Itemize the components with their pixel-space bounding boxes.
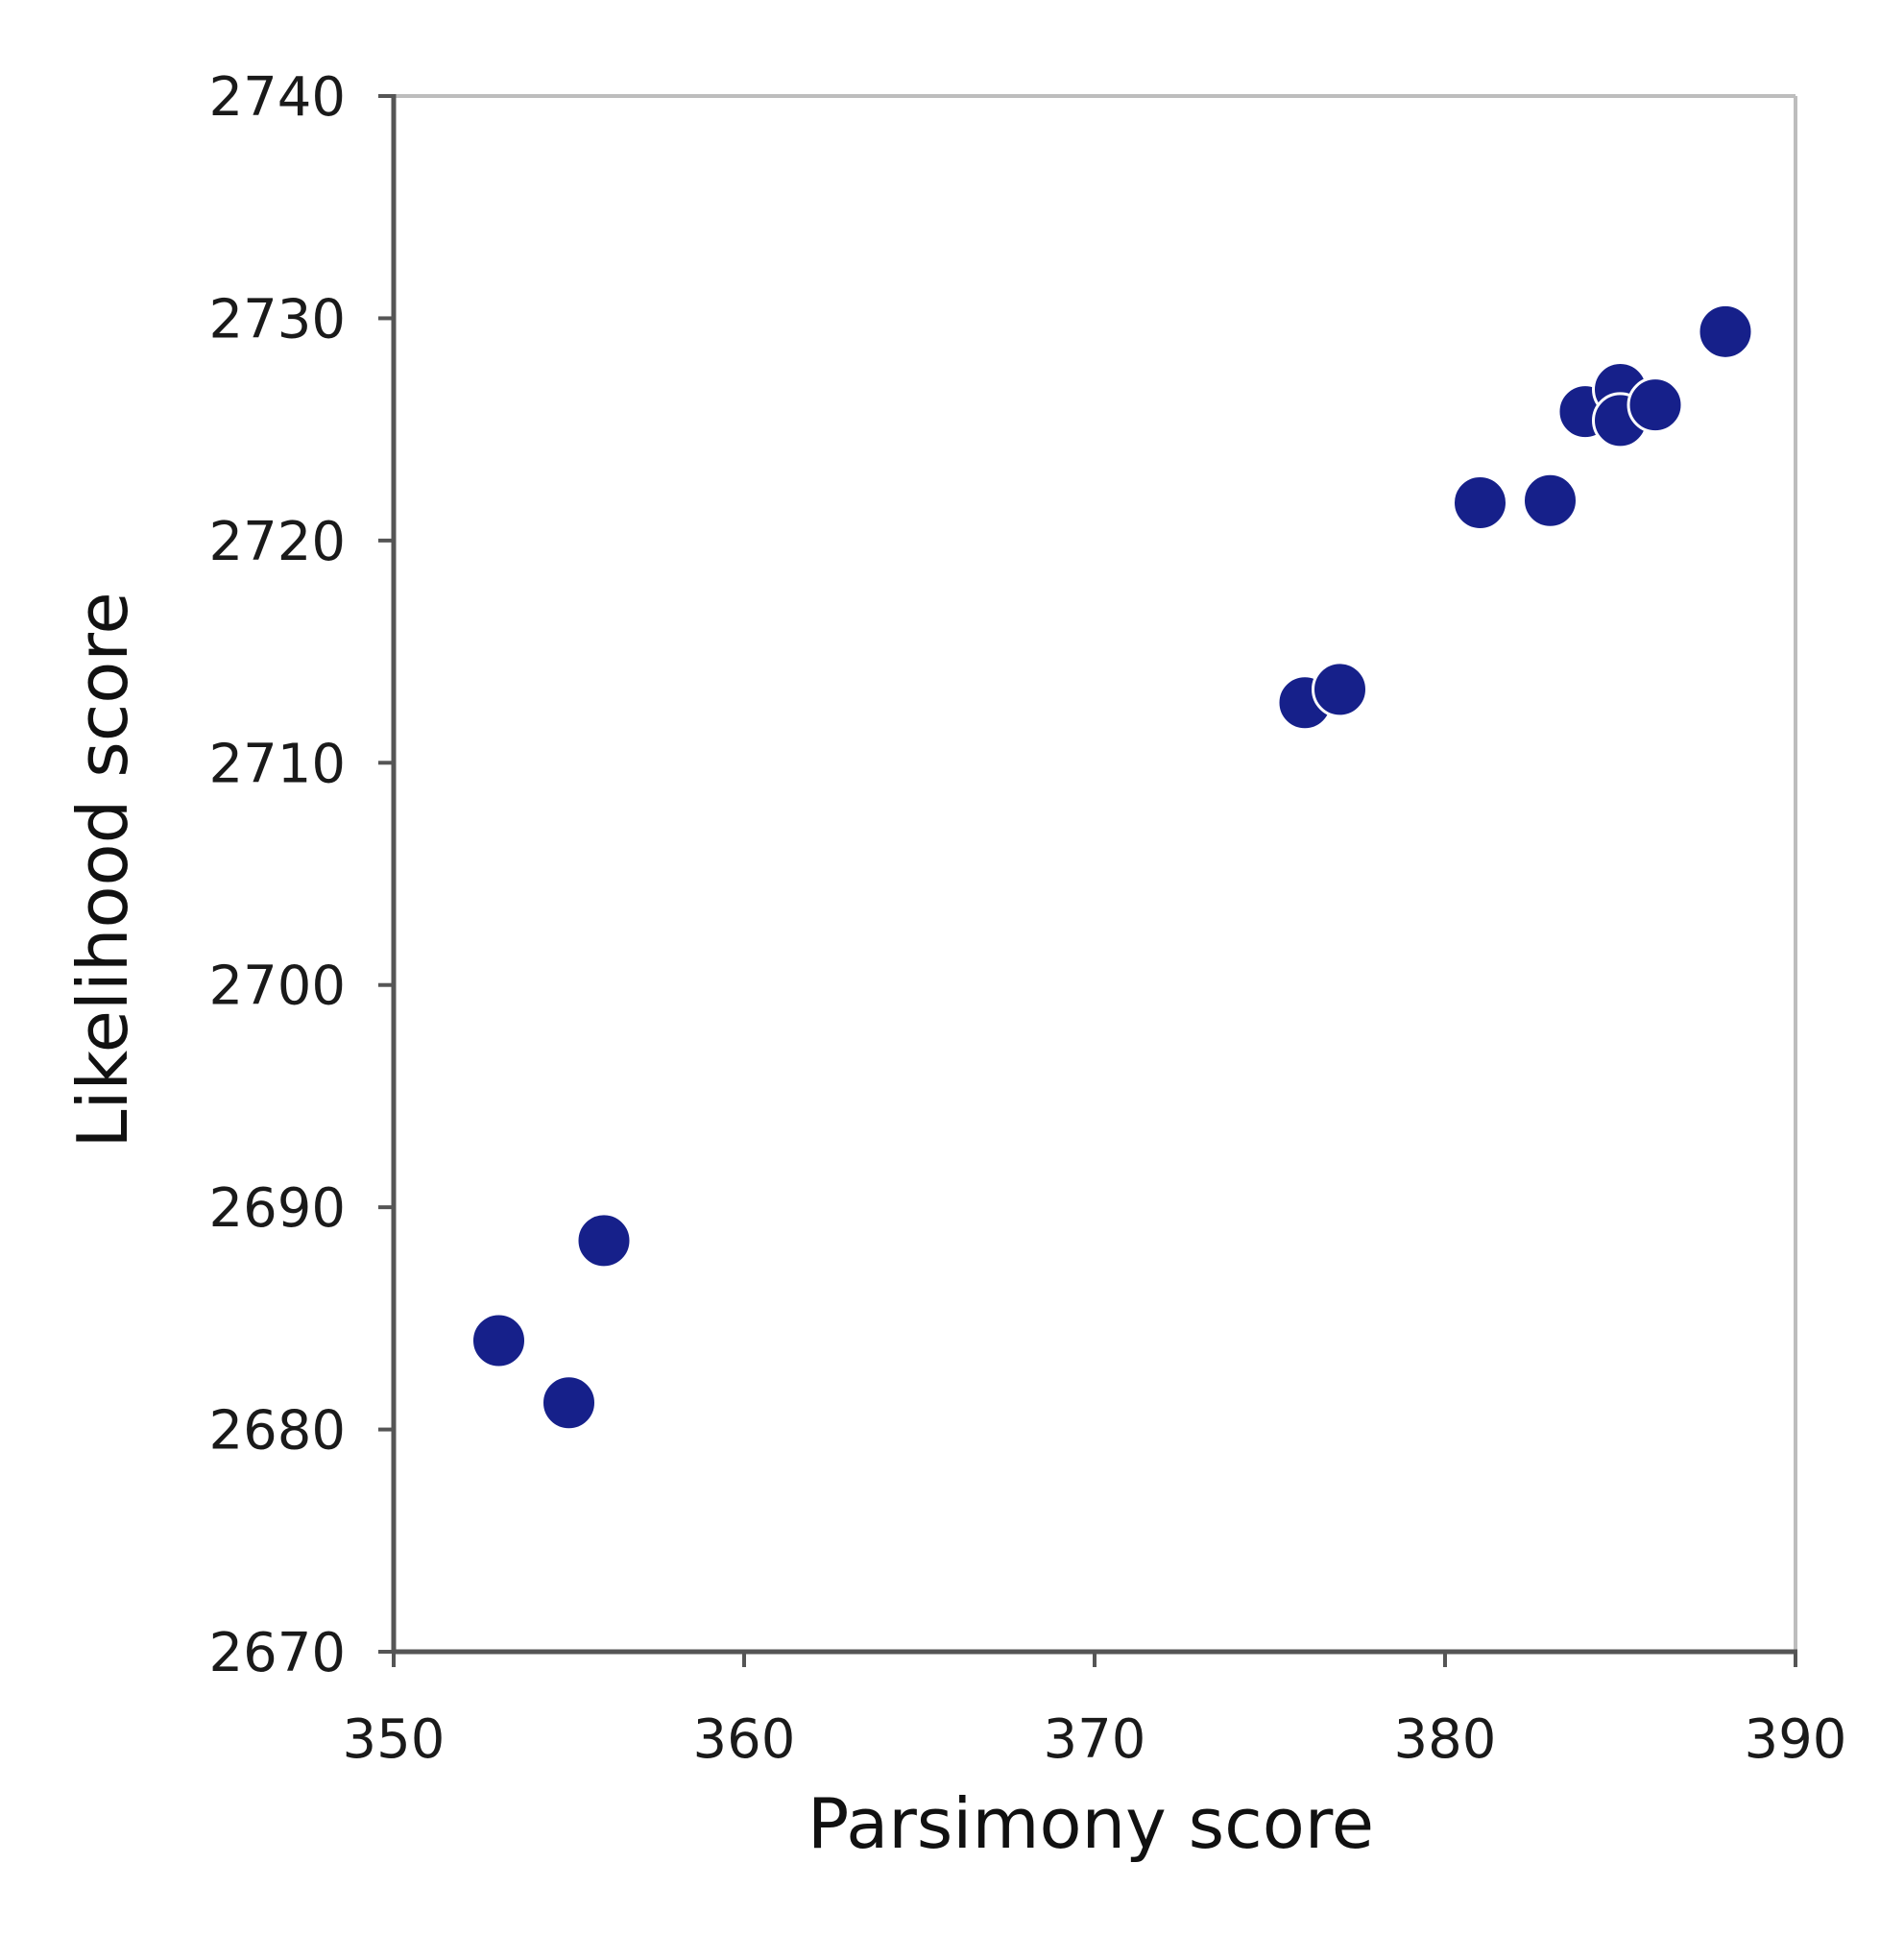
y-tick-label: 2720 (208, 511, 346, 573)
x-tick-label: 350 (343, 1708, 446, 1771)
y-tick-label: 2730 (208, 288, 346, 351)
y-tick-label: 2690 (208, 1177, 346, 1240)
x-axis-title: Parsimony score (807, 1783, 1374, 1864)
x-tick-label: 370 (1044, 1708, 1146, 1771)
data-point (541, 1374, 597, 1432)
data-point (1522, 472, 1579, 529)
x-tick-label: 390 (1745, 1708, 1847, 1771)
data-point (1312, 661, 1368, 718)
x-tick-label: 360 (693, 1708, 796, 1771)
y-tick-label: 2680 (208, 1400, 346, 1463)
y-tick-label: 2700 (208, 956, 346, 1018)
data-point (575, 1212, 633, 1270)
y-axis-title: Likelihood score (62, 592, 143, 1148)
y-tick-label: 2710 (208, 733, 346, 795)
data-point (1452, 474, 1508, 532)
data-point (1627, 376, 1684, 434)
y-tick-label: 2670 (208, 1622, 346, 1684)
data-point (470, 1312, 527, 1369)
data-point (1697, 302, 1754, 360)
x-tick-label: 380 (1394, 1708, 1497, 1771)
y-tick-label: 2740 (208, 66, 346, 129)
